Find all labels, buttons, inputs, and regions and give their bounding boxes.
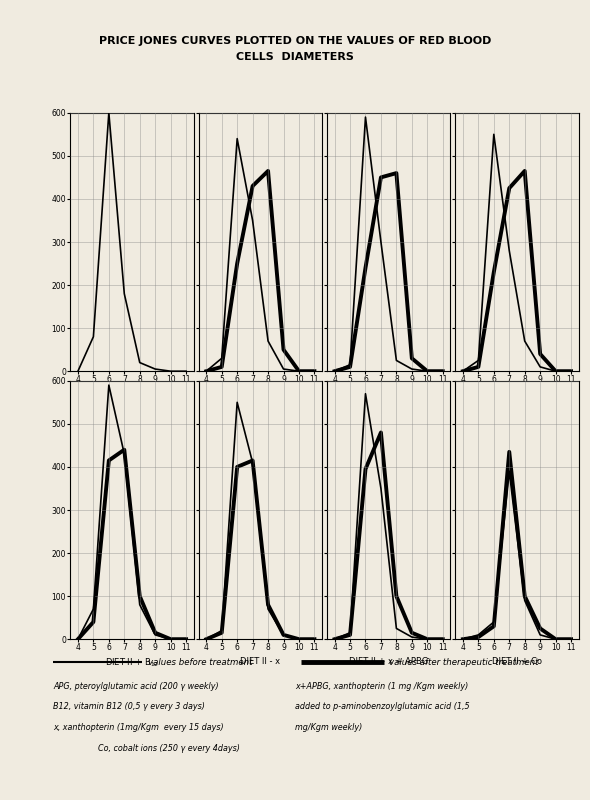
X-axis label: DIET I + B$_{12}$: DIET I + B$_{12}$ (491, 389, 543, 401)
X-axis label: DIET II - x: DIET II - x (240, 657, 280, 666)
Text: PRICE JONES CURVES PLOTTED ON THE VALUES OF RED BLOOD: PRICE JONES CURVES PLOTTED ON THE VALUES… (99, 36, 491, 46)
X-axis label: DIET I + APG: DIET I + APG (234, 389, 287, 398)
Text: x+APBG, xanthopterin (1 mg /Kgm weekly): x+APBG, xanthopterin (1 mg /Kgm weekly) (295, 682, 468, 690)
Text: APG, pteroylglutamic acid (200 γ weekly): APG, pteroylglutamic acid (200 γ weekly) (53, 682, 219, 690)
Text: CELLS  DIAMETERS: CELLS DIAMETERS (236, 52, 354, 62)
X-axis label: DIET II + B$_{12}$: DIET II + B$_{12}$ (105, 657, 159, 669)
X-axis label: DIET II + x + APBG: DIET II + x + APBG (349, 657, 428, 666)
Text: values after therapeutic treatment: values after therapeutic treatment (389, 658, 539, 667)
Text: Co, cobalt ions (250 γ every 4days): Co, cobalt ions (250 γ every 4days) (53, 744, 240, 753)
Text: B12, vitamin B12 (0,5 γ every 3 days): B12, vitamin B12 (0,5 γ every 3 days) (53, 702, 205, 711)
Text: values before treatment: values before treatment (148, 658, 252, 667)
Text: added to p-aminobenzoylglutamic acid (1,5: added to p-aminobenzoylglutamic acid (1,… (295, 702, 470, 711)
X-axis label: DIET II + APG: DIET II + APG (360, 389, 417, 398)
X-axis label: NORMAL RATS: NORMAL RATS (102, 389, 162, 398)
X-axis label: DIET II + Co: DIET II + Co (492, 657, 542, 666)
Text: x, xanthopterin (1mg/Kgm  every 15 days): x, xanthopterin (1mg/Kgm every 15 days) (53, 723, 224, 732)
Text: mg/Kgm weekly): mg/Kgm weekly) (295, 723, 362, 732)
